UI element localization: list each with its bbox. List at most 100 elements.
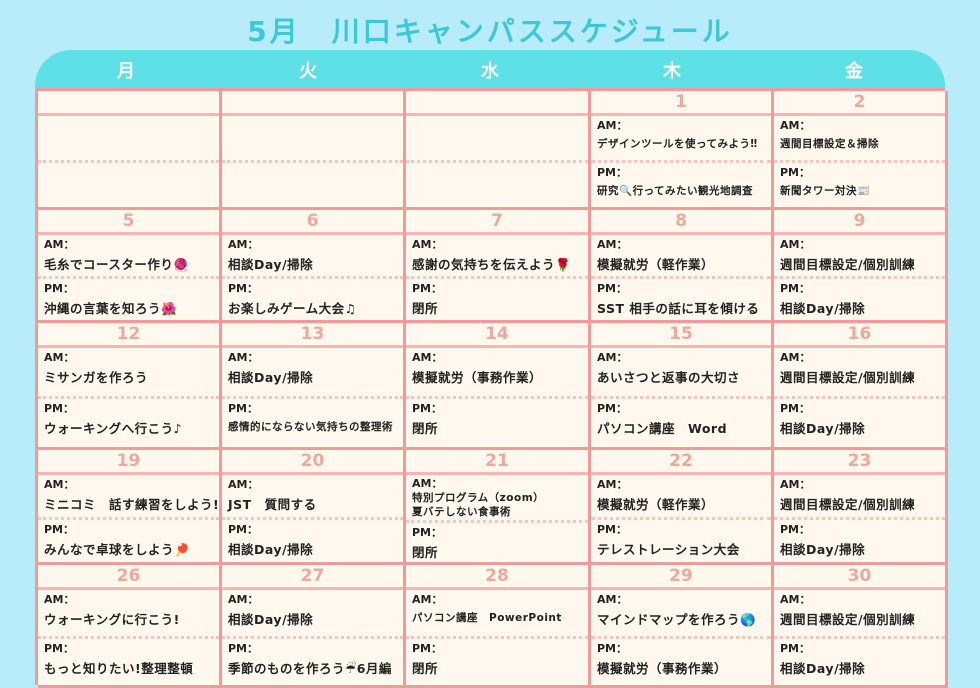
am-activity: ミサンガを作ろう — [44, 370, 149, 385]
weekday-label: 月 — [117, 61, 135, 82]
pm-label: PM： — [780, 282, 811, 295]
pm-label: PM： — [780, 523, 811, 536]
pm-activity: 相談Day/掃除 — [780, 661, 866, 676]
day-cell[interactable]: 29 AM： マインドマップを作ろう🌎 PM： 模擬就労（事務作業） — [591, 565, 774, 688]
pm-label: PM： — [597, 402, 628, 415]
day-cell[interactable]: 13 AM： 相談Day/掃除 PM： 感情的にならない気持ちの整理術 — [222, 323, 406, 450]
weekday-label: 火 — [299, 61, 317, 82]
pm-activity: 季節のものを作ろう☔6月編 — [228, 661, 392, 676]
am-label: AM： — [228, 238, 259, 251]
day-number: 20 — [222, 450, 403, 475]
day-number: 16 — [774, 323, 945, 348]
weekday-header: 月火水木金 — [35, 50, 945, 90]
day-number: 13 — [222, 323, 403, 348]
pm-activity: みんなで卓球をしよう🏓 — [44, 542, 191, 557]
day-number: 27 — [222, 565, 403, 590]
am-label: AM： — [412, 238, 443, 251]
am-activity: ミニコミ 話す練習をしよう! — [44, 497, 220, 512]
am-activity: 特別プログラム（zoom） — [412, 492, 545, 504]
am-activity: 週間目標設定＆掃除 — [780, 138, 879, 150]
am-label: AM： — [412, 593, 443, 606]
am-label: AM： — [780, 351, 811, 364]
day-cell[interactable]: 21 AM： 特別プログラム（zoom） 夏バテしない食事術 PM： 閉所 — [406, 450, 591, 565]
am-activity: デザインツールを使ってみよう‼ — [597, 138, 758, 150]
pm-activity: 相談Day/掃除 — [228, 542, 314, 557]
day-cell[interactable]: 15 AM： あいさつと返事の大切さ PM： パソコン講座 Word — [591, 323, 774, 450]
day-number: 21 — [406, 450, 588, 475]
day-cell[interactable]: 12 AM： ミサンガを作ろう PM： ウォーキングへ行こう♪ — [38, 323, 222, 450]
day-cell[interactable]: 28 AM： パソコン講座 PowerPoint PM： 閉所 — [406, 565, 591, 688]
day-number — [406, 91, 588, 116]
day-cell[interactable] — [38, 91, 222, 210]
day-cell[interactable]: 22 AM： 模擬就労（軽作業） PM： テレストレーション大会 — [591, 450, 774, 565]
am-activity: あいさつと返事の大切さ — [597, 370, 741, 385]
day-cell[interactable]: 5 AM： 毛糸でコースター作り🧶 PM： 沖縄の言葉を知ろう🌺 — [38, 210, 222, 323]
pm-label: PM： — [780, 642, 811, 655]
day-number: 7 — [406, 210, 588, 235]
am-label: AM： — [597, 351, 628, 364]
am-label: AM： — [44, 351, 75, 364]
day-cell[interactable]: 7 AM： 感謝の気持ちを伝えよう🌹 PM： 閉所 — [406, 210, 591, 323]
pm-label: PM： — [597, 166, 628, 179]
day-number: 6 — [222, 210, 403, 235]
pm-label: PM： — [597, 282, 628, 295]
am-label: AM： — [228, 593, 259, 606]
am-activity: 相談Day/掃除 — [228, 612, 314, 627]
pm-label: PM： — [228, 282, 259, 295]
page-title: 5月 川口キャンパススケジュール — [247, 15, 733, 48]
pm-activity: 研究🔍行ってみたい観光地調査 — [597, 185, 754, 197]
pm-label: PM： — [780, 166, 811, 179]
pm-activity: パソコン講座 Word — [597, 421, 728, 436]
day-cell[interactable]: 27 AM： 相談Day/掃除 PM： 季節のものを作ろう☔6月編 — [222, 565, 406, 688]
am-activity: ウォーキングに行こう! — [44, 612, 180, 627]
day-cell[interactable]: 14 AM： 模擬就労（事務作業） PM： 閉所 — [406, 323, 591, 450]
day-cell[interactable] — [406, 91, 591, 210]
day-cell[interactable]: 8 AM： 模擬就労（軽作業） PM： SST 相手の話に耳を傾ける — [591, 210, 774, 323]
day-cell[interactable]: 2 AM： 週間目標設定＆掃除 PM： 新聞タワー対決📰 — [774, 91, 948, 210]
day-number: 2 — [774, 91, 945, 116]
day-cell[interactable]: 9 AM： 週間目標設定/個別訓練 PM： 相談Day/掃除 — [774, 210, 948, 323]
day-number: 15 — [591, 323, 771, 348]
am-activity: 週間目標設定/個別訓練 — [780, 257, 916, 272]
day-cell[interactable]: 30 AM： 週間目標設定/個別訓練 PM： 相談Day/掃除 — [774, 565, 948, 688]
day-number — [38, 91, 219, 116]
pm-activity: 相談Day/掃除 — [780, 542, 866, 557]
calendar-grid: 1 AM： デザインツールを使ってみよう‼ PM： 研究🔍行ってみたい観光地調査 2 AM：… — [35, 88, 948, 688]
am-label: AM： — [780, 119, 811, 132]
am-label: AM： — [780, 238, 811, 251]
day-cell[interactable]: 26 AM： ウォーキングに行こう! PM： もっと知りたい!整理整頓 — [38, 565, 222, 688]
pm-label: PM： — [44, 523, 75, 536]
weekday-label: 木 — [663, 61, 681, 82]
day-cell[interactable]: 20 AM： JST 質問する PM： 相談Day/掃除 — [222, 450, 406, 565]
pm-activity: SST 相手の話に耳を傾ける — [597, 301, 760, 316]
day-cell[interactable]: 19 AM： ミニコミ 話す練習をしよう! PM： みんなで卓球をしよう🏓 — [38, 450, 222, 565]
day-number: 19 — [38, 450, 219, 475]
pm-label: PM： — [44, 402, 75, 415]
am-activity: パソコン講座 PowerPoint — [412, 612, 562, 624]
day-cell[interactable]: 16 AM： 週間目標設定/個別訓練 PM： 相談Day/掃除 — [774, 323, 948, 450]
day-cell[interactable]: 1 AM： デザインツールを使ってみよう‼ PM： 研究🔍行ってみたい観光地調査 — [591, 91, 774, 210]
day-number: 14 — [406, 323, 588, 348]
day-cell[interactable] — [222, 91, 406, 210]
day-number: 29 — [591, 565, 771, 590]
pm-label: PM： — [412, 402, 443, 415]
pm-activity: 模擬就労（事務作業） — [597, 661, 728, 676]
day-number: 26 — [38, 565, 219, 590]
pm-activity: 沖縄の言葉を知ろう🌺 — [44, 301, 178, 316]
day-number: 28 — [406, 565, 588, 590]
am-activity: 週間目標設定/個別訓練 — [780, 370, 916, 385]
day-number: 8 — [591, 210, 771, 235]
day-cell[interactable]: 6 AM： 相談Day/掃除 PM： お楽しみゲーム大会♫ — [222, 210, 406, 323]
pm-label: PM： — [228, 402, 259, 415]
am-activity: 模擬就労（軽作業） — [597, 497, 715, 512]
pm-activity: お楽しみゲーム大会♫ — [228, 301, 357, 316]
am-label: AM： — [228, 478, 259, 491]
weekday-label: 水 — [481, 61, 499, 82]
am-activity: 感謝の気持ちを伝えよう🌹 — [412, 257, 572, 272]
am-label: AM： — [44, 238, 75, 251]
day-cell[interactable]: 23 AM： 週間目標設定/個別訓練 PM： 相談Day/掃除 — [774, 450, 948, 565]
day-number: 5 — [38, 210, 219, 235]
am-activity: 模擬就労（軽作業） — [597, 257, 715, 272]
am-activity: 相談Day/掃除 — [228, 257, 314, 272]
pm-activity: 感情的にならない気持ちの整理術 — [228, 421, 393, 433]
